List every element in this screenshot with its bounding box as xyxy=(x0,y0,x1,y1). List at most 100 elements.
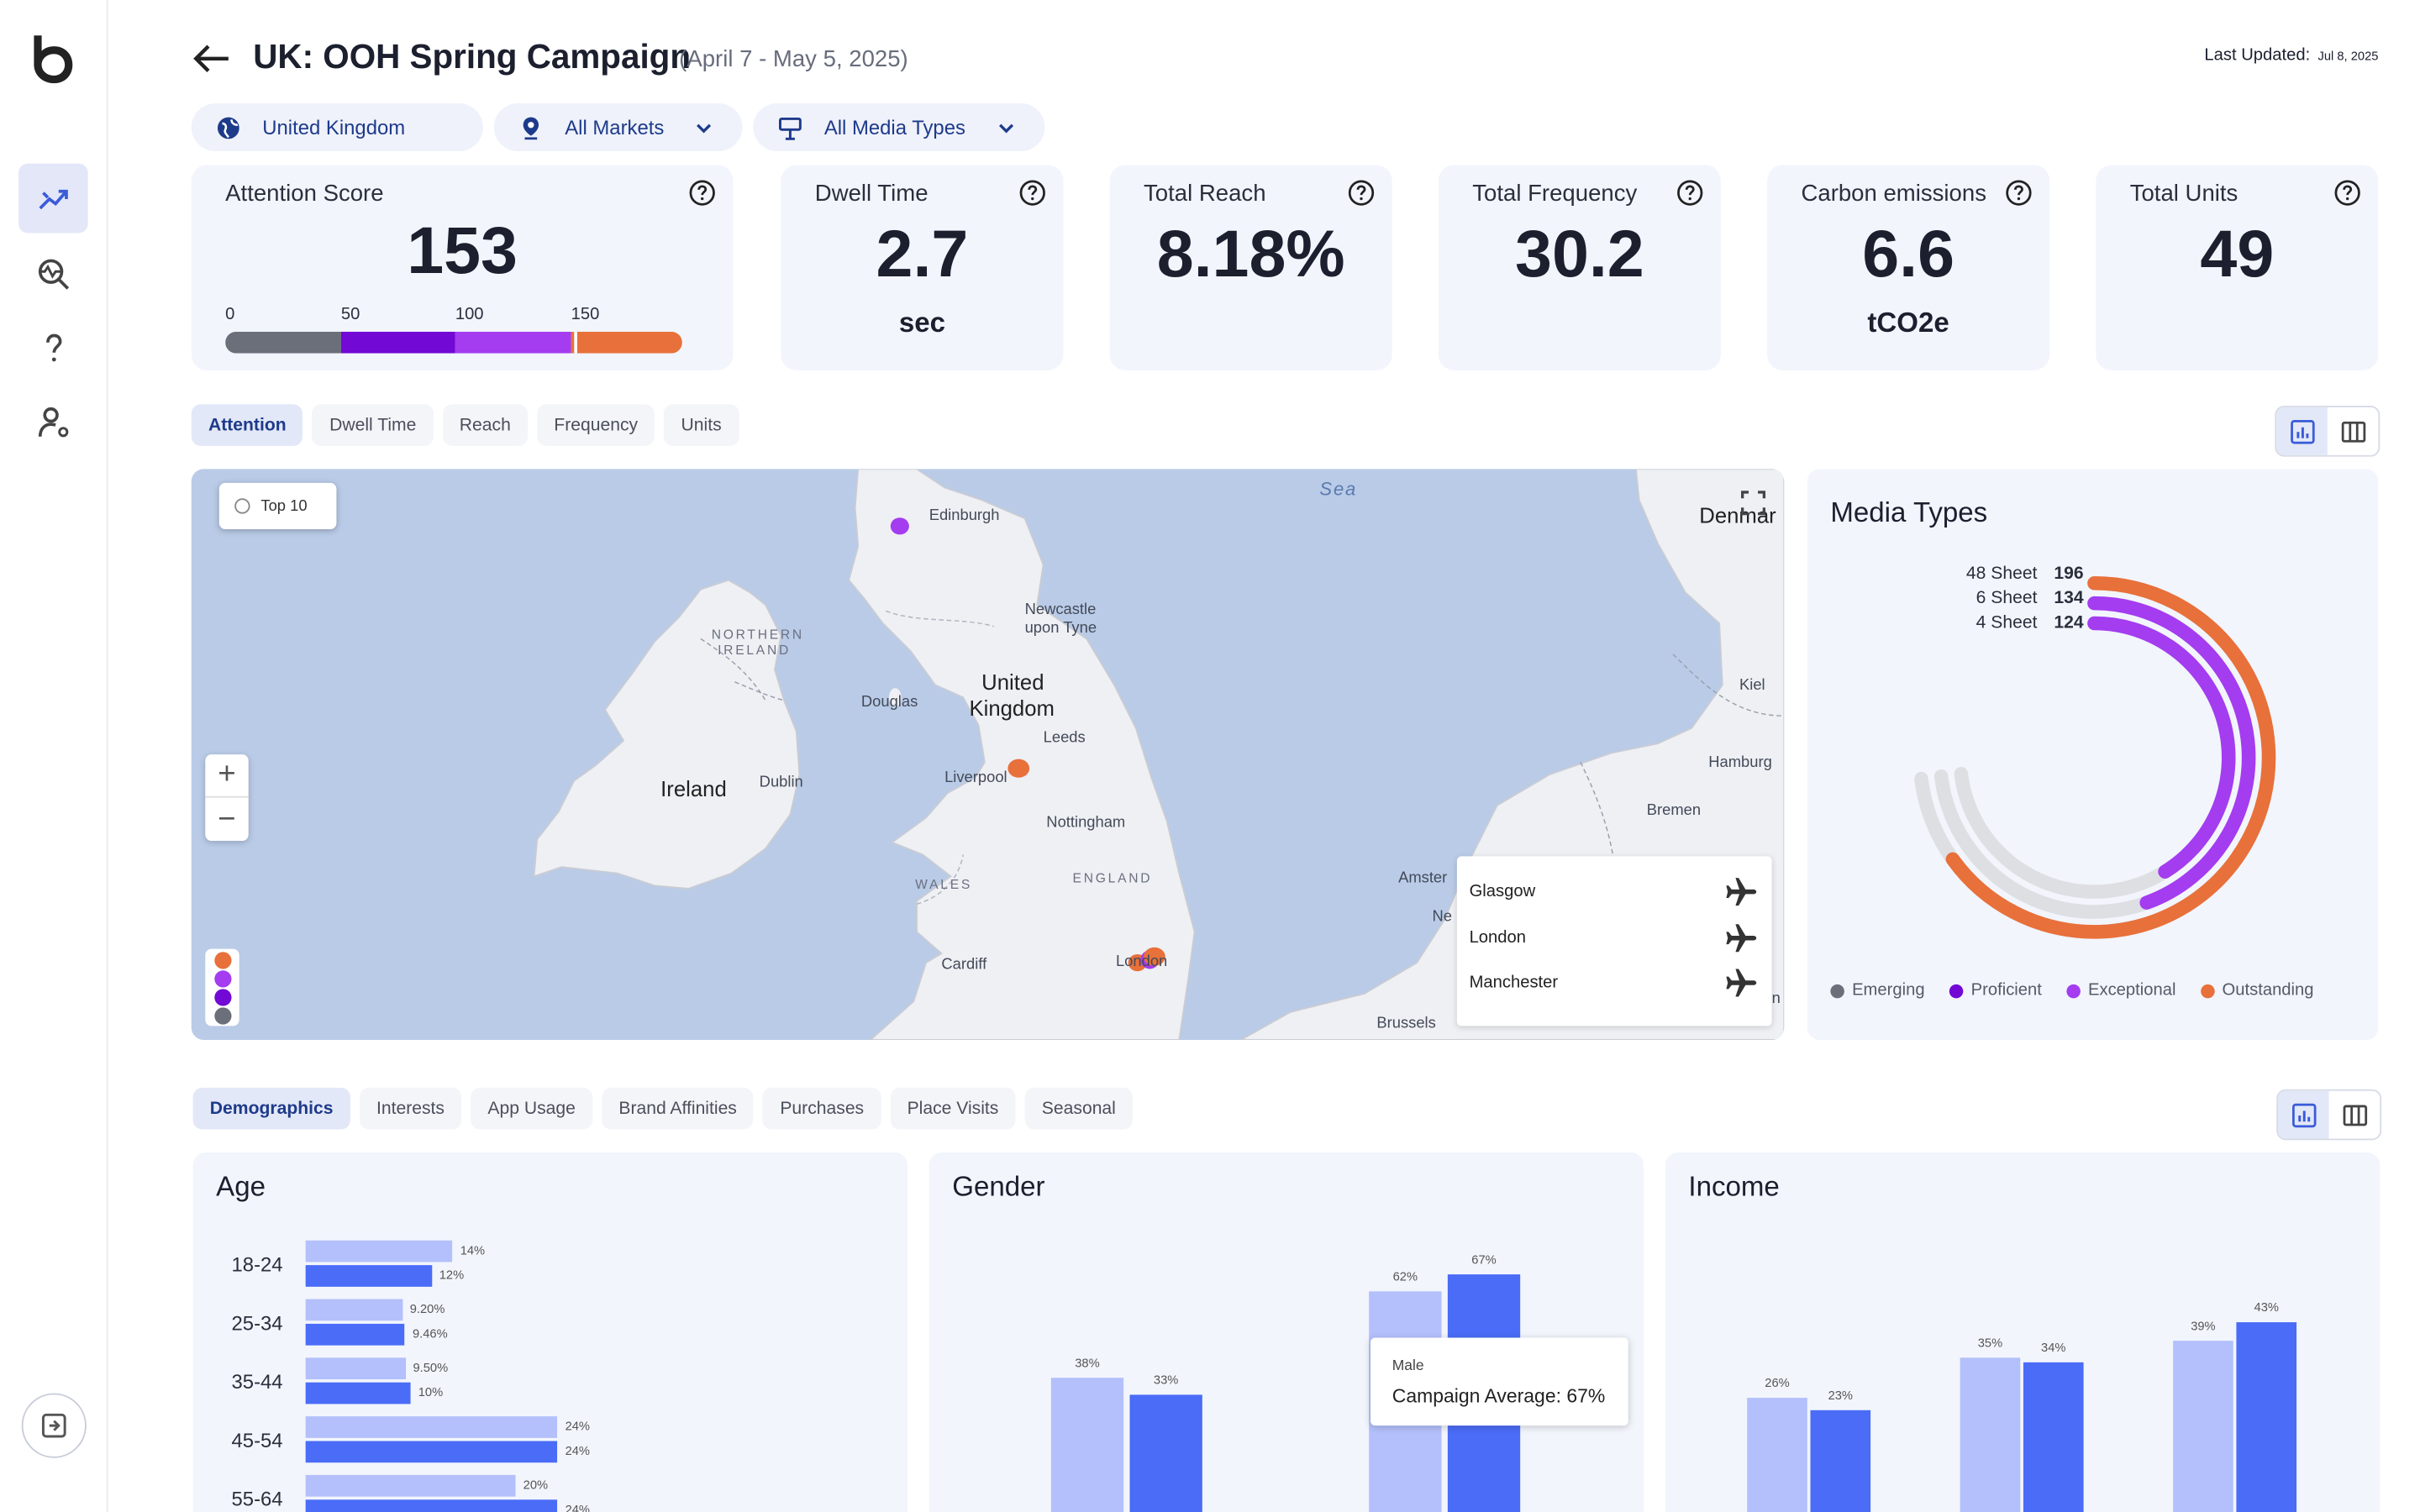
ring-label: 48 Sheet 196 xyxy=(1966,564,2084,583)
map-marker[interactable] xyxy=(890,517,909,535)
user-settings-icon xyxy=(38,406,68,437)
airport-row[interactable]: Glasgow xyxy=(1470,869,1760,915)
tab-frequency[interactable]: Frequency xyxy=(537,404,655,446)
chart-view-button[interactable] xyxy=(2278,1090,2329,1139)
kpi-value: 6.6 xyxy=(1862,217,1955,292)
back-arrow-icon[interactable] xyxy=(192,40,232,77)
ring-arc[interactable] xyxy=(2087,616,2236,879)
tab-place-visits[interactable]: Place Visits xyxy=(890,1087,1016,1130)
media-types-filter[interactable]: All Media Types xyxy=(753,103,1045,152)
tab-units[interactable]: Units xyxy=(664,404,739,446)
bar-baseline[interactable] xyxy=(2173,1340,2233,1512)
help-circle-icon[interactable] xyxy=(2005,179,2033,207)
legend-item[interactable]: Exceptional xyxy=(2066,981,2175,1000)
zoom-out-button[interactable]: − xyxy=(218,801,236,836)
age-bar-baseline[interactable] xyxy=(305,1299,402,1321)
legend-dot xyxy=(1949,983,1964,998)
bar-campaign[interactable] xyxy=(1810,1410,1871,1512)
attention-scale-bar xyxy=(225,331,682,354)
income-card: Income 26% 23% 35% 34% 39% 43% xyxy=(1665,1152,2381,1512)
total-units-card: Total Units 49 xyxy=(2096,165,2379,370)
legend-item[interactable]: Outstanding xyxy=(2200,981,2314,1000)
ring-label-value: 124 xyxy=(2054,614,2084,633)
airport-row[interactable]: Manchester xyxy=(1470,959,1760,1005)
legend-item[interactable]: Emerging xyxy=(1830,981,1925,1000)
age-card: Age 18-24 14% 12% 25-34 9.20% 9.46% 35-44 9.50%… xyxy=(192,1152,908,1512)
bar-campaign[interactable] xyxy=(2236,1322,2297,1512)
table-view-button[interactable] xyxy=(2329,1091,2381,1139)
age-bar-campaign[interactable] xyxy=(305,1265,432,1287)
bar-value-label: 23% xyxy=(1828,1389,1854,1404)
age-bar-baseline[interactable] xyxy=(305,1240,453,1263)
map-label: Douglas xyxy=(860,694,918,711)
map-marker[interactable] xyxy=(1144,947,1165,966)
tab-brand-affinities[interactable]: Brand Affinities xyxy=(602,1087,755,1130)
legend-item[interactable]: Proficient xyxy=(1949,981,2042,1000)
bar-baseline[interactable] xyxy=(1050,1377,1124,1512)
tab-purchases[interactable]: Purchases xyxy=(763,1087,881,1130)
kpi-value: 49 xyxy=(2200,217,2275,292)
country-filter[interactable]: United Kingdom xyxy=(191,103,483,152)
age-bar-campaign[interactable] xyxy=(305,1441,558,1463)
nav-account[interactable] xyxy=(18,387,88,457)
age-bar-baseline[interactable] xyxy=(305,1357,406,1380)
map-label: WALES xyxy=(915,876,973,892)
map-label: Bremen xyxy=(1646,802,1702,820)
collapse-sidebar-button[interactable] xyxy=(21,1393,87,1458)
age-bar-label: 24% xyxy=(565,1419,591,1434)
map-label: n xyxy=(1771,990,1781,1008)
carbon-emissions-card: Carbon emissions 6.6 tCO2e xyxy=(1767,165,2050,370)
age-bar-campaign[interactable] xyxy=(305,1323,405,1346)
age-bar-label: 9.20% xyxy=(409,1302,445,1316)
help-circle-icon[interactable] xyxy=(1676,179,1704,207)
bar-campaign[interactable] xyxy=(2023,1362,2084,1512)
sidebar xyxy=(0,0,108,1512)
chart-view-button[interactable] xyxy=(2276,407,2328,455)
ring-arc[interactable] xyxy=(2087,596,2256,910)
tab-reach[interactable]: Reach xyxy=(442,404,529,446)
nav-insights[interactable] xyxy=(18,239,88,309)
bar-baseline[interactable] xyxy=(1960,1357,2021,1512)
age-bar-campaign[interactable] xyxy=(305,1382,411,1404)
table-view-button[interactable] xyxy=(2328,407,2379,455)
total-frequency-card: Total Frequency 30.2 xyxy=(1438,165,1721,370)
tab-attention[interactable]: Attention xyxy=(191,404,303,446)
tab-interests[interactable]: Interests xyxy=(359,1087,462,1130)
help-circle-icon[interactable] xyxy=(1347,179,1375,207)
campaign-map[interactable]: Sea Denmar Edinburgh Newcastle upon Tyne… xyxy=(191,469,1785,1040)
airport-name: Glasgow xyxy=(1469,882,1536,901)
scale-segment-outstanding xyxy=(571,331,682,354)
legend-dot-proficient xyxy=(213,988,231,1005)
markets-filter[interactable]: All Markets xyxy=(493,103,743,152)
bar-baseline[interactable] xyxy=(1747,1397,1807,1512)
bar-value-label: 39% xyxy=(2191,1319,2216,1333)
tab-demographics[interactable]: Demographics xyxy=(192,1087,350,1130)
age-bar-campaign[interactable] xyxy=(305,1499,558,1512)
map-label: Kingdom xyxy=(969,696,1055,721)
bar-value-label: 38% xyxy=(1075,1355,1100,1370)
help-circle-icon[interactable] xyxy=(2333,179,2361,207)
tab-app-usage[interactable]: App Usage xyxy=(471,1087,593,1130)
airport-row[interactable]: London xyxy=(1470,915,1760,961)
tab-seasonal[interactable]: Seasonal xyxy=(1024,1087,1134,1130)
map-marker[interactable] xyxy=(1007,759,1030,778)
help-circle-icon[interactable] xyxy=(688,179,716,207)
ring-label: 4 Sheet 124 xyxy=(1976,614,2084,633)
audience-tabs: Demographics Interests App Usage Brand A… xyxy=(192,1087,1134,1130)
tab-dwell-time[interactable]: Dwell Time xyxy=(312,404,434,446)
age-bar-baseline[interactable] xyxy=(305,1416,558,1438)
map-label: Cardiff xyxy=(941,956,987,974)
top10-toggle[interactable]: Top 10 xyxy=(218,482,337,530)
zoom-in-button[interactable]: + xyxy=(205,754,249,798)
ring-arc[interactable] xyxy=(1945,576,2276,939)
map-label: Sea xyxy=(1319,478,1358,501)
brand-logo[interactable] xyxy=(28,31,77,87)
nav-performance[interactable] xyxy=(18,163,88,234)
age-bar-baseline[interactable] xyxy=(305,1474,516,1497)
bar-campaign[interactable] xyxy=(1129,1394,1202,1512)
help-circle-icon[interactable] xyxy=(1018,179,1046,207)
fullscreen-icon[interactable] xyxy=(1738,487,1769,518)
attention-score-card: Attention Score 153 0 50 100 150 xyxy=(191,165,734,370)
scale-segment-exceptional xyxy=(455,331,571,354)
nav-help[interactable] xyxy=(18,313,88,383)
